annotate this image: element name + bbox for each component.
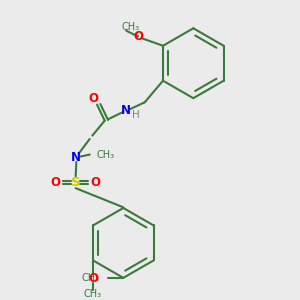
Text: CH₃: CH₃ xyxy=(84,289,102,299)
Text: O: O xyxy=(51,176,61,189)
Text: N: N xyxy=(71,151,81,164)
Text: S: S xyxy=(71,176,80,189)
Text: O: O xyxy=(88,272,98,285)
Text: CH₃: CH₃ xyxy=(82,273,100,283)
Text: N: N xyxy=(122,104,131,117)
Text: O: O xyxy=(89,92,99,104)
Text: CH₃: CH₃ xyxy=(96,150,115,160)
Text: H: H xyxy=(132,110,140,120)
Text: O: O xyxy=(91,176,101,189)
Text: CH₃: CH₃ xyxy=(122,22,140,32)
Text: O: O xyxy=(133,30,143,43)
